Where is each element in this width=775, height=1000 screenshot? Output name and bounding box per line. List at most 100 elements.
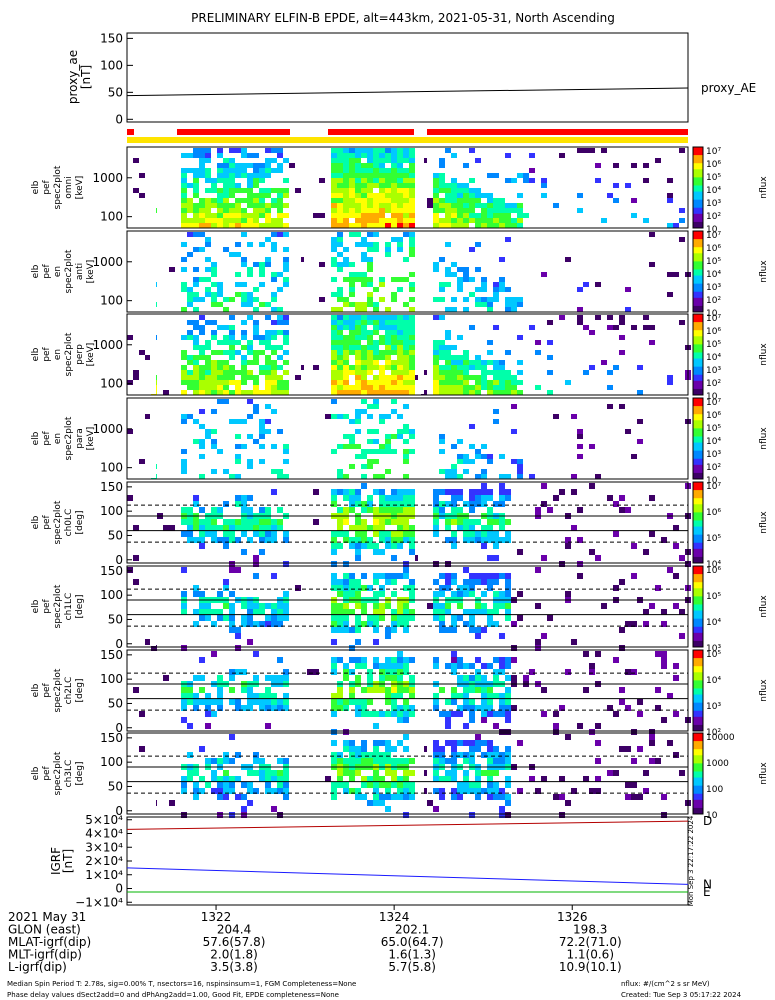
heatmap-cell [373,788,379,794]
heatmap-cell [241,370,247,375]
heatmap-cell [457,794,463,800]
heatmap-cell [247,800,253,806]
heatmap-cell [265,158,271,163]
heatmap-cell [505,687,511,693]
heatmap-cell [499,794,505,800]
heatmap-cell [379,193,385,198]
heatmap-cell [433,297,439,302]
heatmap-cell [211,469,217,474]
heatmap-cell [373,687,379,693]
heatmap-cell [439,615,445,621]
heatmap-cell [493,501,499,507]
panel-ylabel: elb [31,431,41,445]
heatmap-cell [229,609,235,615]
colorbar-segment [693,803,703,807]
panel-ylabel: ch1LC [64,593,74,621]
heatmap-cell [331,794,337,800]
heatmap-cell [331,782,337,788]
heatmap-cell [481,609,487,615]
heatmap-cell [439,390,445,395]
heatmap-cell [217,812,223,818]
heatmap-cell [403,537,409,543]
heatmap-cell [343,788,349,794]
heatmap-cell [241,380,247,385]
heatmap-cell [373,531,379,537]
heatmap-cell [379,573,385,579]
heatmap-cell [217,449,223,454]
heatmap-cell [133,188,139,193]
heatmap-cell [499,474,505,479]
heatmap-cell [433,561,439,567]
colorbar-segment [693,708,703,712]
heatmap-cell [361,501,367,507]
heatmap-cell [379,350,385,355]
heatmap-cell [433,776,439,782]
heatmap-cell [433,355,439,360]
heatmap-cell [211,262,217,267]
heatmap-cell [445,307,451,312]
heatmap-cell [505,591,511,597]
heatmap-cell [379,414,385,419]
heatmap-cell [241,519,247,525]
heatmap-cell [211,370,217,375]
heatmap-cell [349,788,355,794]
heatmap-cell [463,752,469,758]
panel-ylabel: ch3LC [64,760,74,788]
heatmap-cell [559,561,565,567]
heatmap-cell [403,153,409,158]
colorbar-segment [693,468,703,472]
heatmap-cell [331,335,337,340]
heatmap-cell [409,693,415,699]
heatmap-cell [445,218,451,223]
heatmap-cell [211,444,217,449]
heatmap-cell [367,340,373,345]
heatmap-cell [535,350,541,355]
heatmap-cell [631,758,637,764]
heatmap-cell [391,163,397,168]
heatmap-cell [337,203,343,208]
colorbar-segment [693,584,703,587]
heatmap-cell [139,193,145,198]
heatmap-cell [469,687,475,693]
heatmap-cell [391,213,397,218]
colorbar-segment [693,239,703,242]
heatmap-cell [355,302,361,307]
heatmap-cell [343,223,349,228]
heatmap-cell [469,495,475,501]
heatmap-cell [493,519,499,525]
panel-tick-label: 0 [115,637,123,651]
heatmap-cell [337,390,343,395]
heatmap-cell [187,693,193,699]
heatmap-cell [229,531,235,537]
heatmap-cell [385,355,391,360]
colorbar-segment [693,793,703,797]
heatmap-cell [403,788,409,794]
heatmap-cell [253,621,259,627]
heatmap-cell [373,208,379,213]
orbit-row-value: 5.7(5.8) [388,960,436,974]
heatmap-cell [355,543,361,549]
heatmap-cell [367,330,373,335]
heatmap-cell [217,168,223,173]
heatmap-cell [361,409,367,414]
heatmap-cell [481,740,487,746]
heatmap-cell [385,469,391,474]
heatmap-cell [235,198,241,203]
heatmap-cell [259,525,265,531]
heatmap-cell [661,651,667,657]
heatmap-cell [613,183,619,188]
heatmap-cell [271,776,277,782]
heatmap-cell [409,188,415,193]
heatmap-cell [385,434,391,439]
colorbar-tick-label: 10⁷ [706,147,721,157]
heatmap-cell [355,193,361,198]
heatmap-cell [361,307,367,312]
heatmap-cell [181,519,187,525]
colorbar-segment [693,157,703,160]
heatmap-cell [367,758,373,764]
heatmap-cell [265,770,271,776]
heatmap-cell [445,603,451,609]
colorbar-segment [693,632,703,636]
heatmap-cell [547,507,553,513]
heatmap-cell [529,153,535,158]
